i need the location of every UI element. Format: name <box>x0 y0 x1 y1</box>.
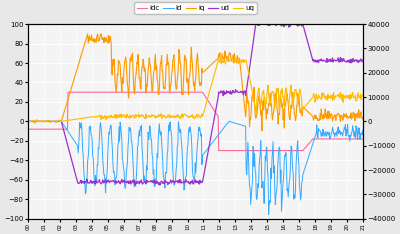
idc <box>224 149 229 152</box>
iq <box>178 62 182 65</box>
idc <box>66 91 70 94</box>
uq <box>85 116 90 119</box>
iq <box>361 119 366 122</box>
iq <box>224 56 228 59</box>
id <box>112 170 116 173</box>
uq <box>250 94 255 96</box>
uq <box>25 120 30 123</box>
ud <box>250 47 255 50</box>
id <box>278 169 283 172</box>
Line: ud: ud <box>28 21 363 185</box>
uq <box>112 115 117 118</box>
idc <box>85 91 90 94</box>
Line: iq: iq <box>28 34 363 131</box>
Line: uq: uq <box>28 58 363 123</box>
id <box>266 213 271 216</box>
idc <box>178 91 182 94</box>
ud <box>361 58 366 61</box>
iq <box>250 93 255 96</box>
ud <box>178 182 182 184</box>
uq <box>33 121 38 124</box>
iq <box>112 66 117 69</box>
iq <box>85 33 90 35</box>
uq <box>224 57 229 60</box>
ud <box>278 24 283 27</box>
Line: id: id <box>28 121 363 214</box>
id <box>223 124 228 127</box>
iq <box>260 129 264 132</box>
uq <box>361 95 366 98</box>
idc <box>250 149 255 152</box>
id <box>25 120 30 123</box>
Line: idc: idc <box>28 92 363 150</box>
id <box>177 129 182 132</box>
id <box>85 175 90 178</box>
ud <box>25 120 30 123</box>
idc <box>279 149 284 152</box>
iq <box>25 120 30 123</box>
uq <box>178 117 182 120</box>
iq <box>85 34 90 37</box>
id <box>361 136 366 139</box>
idc <box>112 91 117 94</box>
ud <box>112 180 116 183</box>
uq <box>279 92 284 95</box>
uq <box>224 59 228 62</box>
Legend: idc, id, iq, ud, uq: idc, id, iq, ud, uq <box>134 2 257 14</box>
ud <box>289 20 294 22</box>
idc <box>361 138 366 140</box>
ud <box>224 92 228 95</box>
ud <box>85 178 90 181</box>
idc <box>216 149 221 152</box>
id <box>250 187 254 190</box>
iq <box>279 101 284 104</box>
ud <box>158 184 162 186</box>
idc <box>25 128 30 131</box>
